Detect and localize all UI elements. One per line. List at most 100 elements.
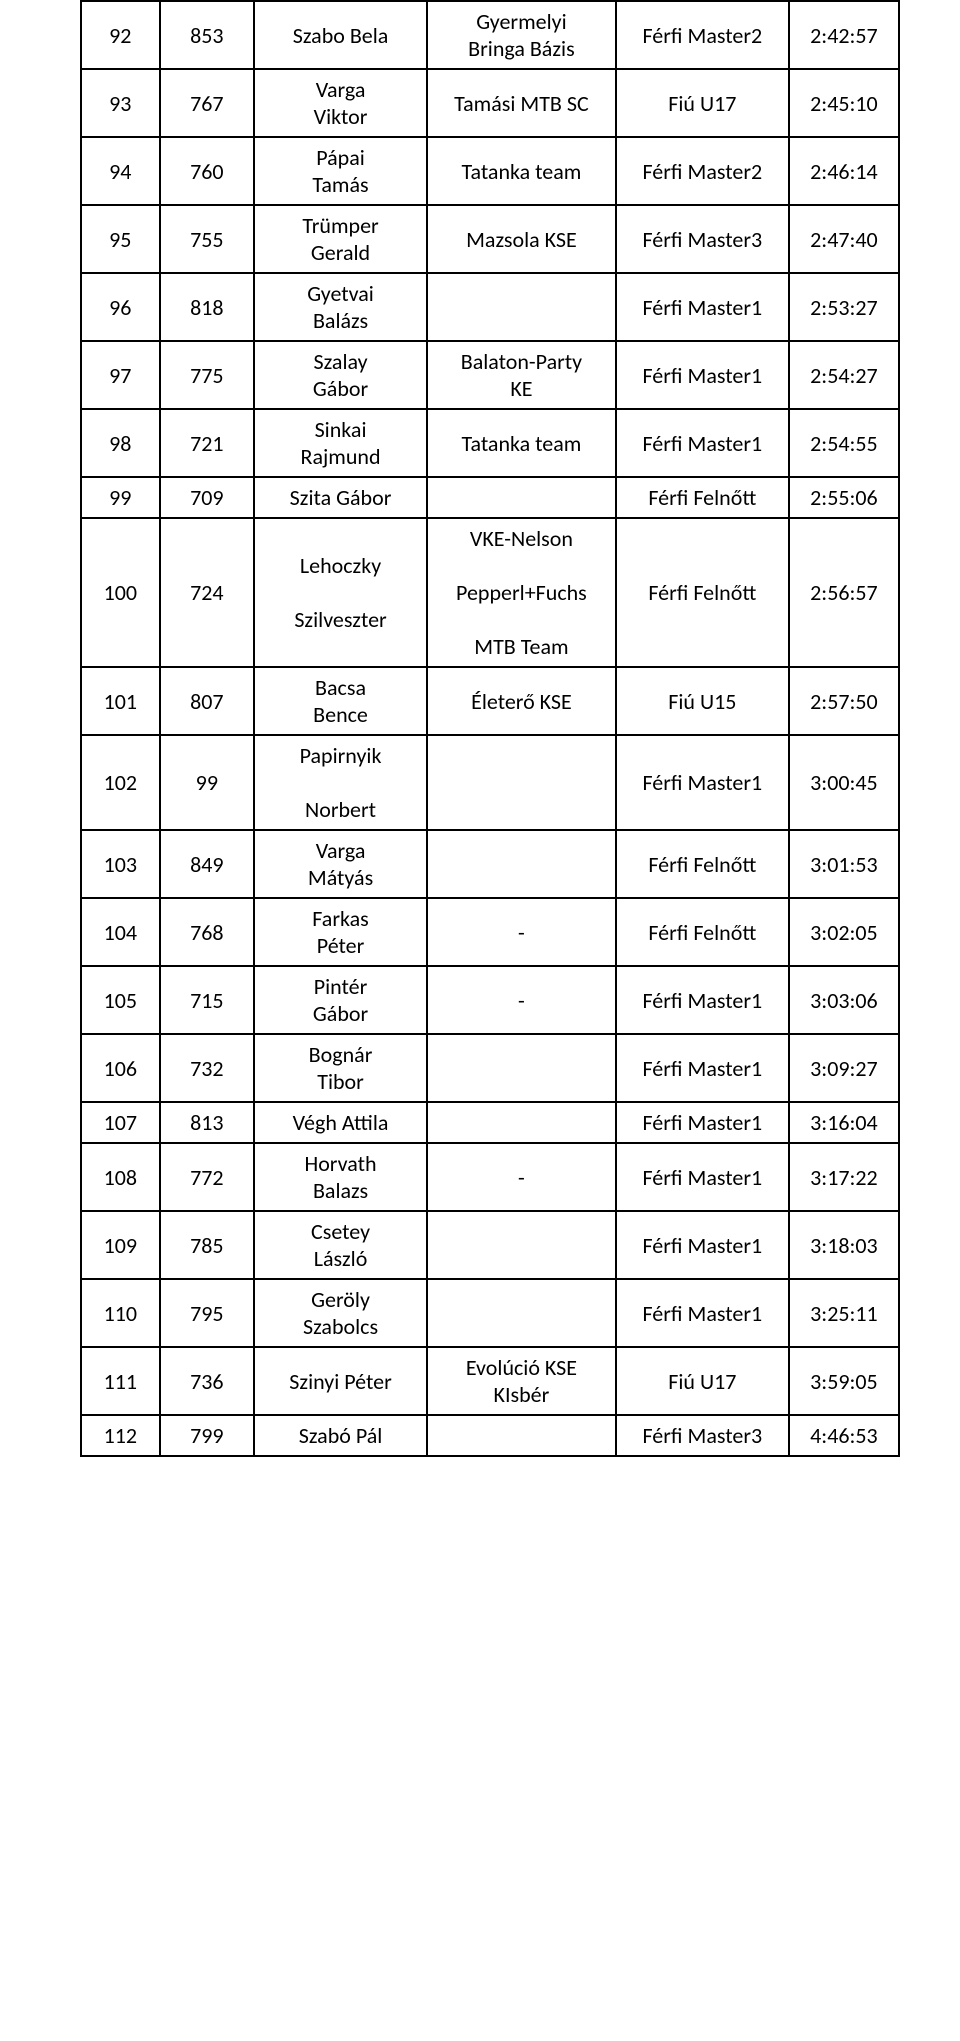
category-cell: Férfi Felnőtt <box>616 830 789 898</box>
time-cell: 2:47:40 <box>789 205 899 273</box>
results-page: 92853Szabo BelaGyermelyiBringa BázisFérf… <box>0 0 960 1497</box>
rank-cell: 104 <box>81 898 160 966</box>
name-cell: Szinyi Péter <box>254 1347 427 1415</box>
team-cell <box>427 1415 616 1456</box>
table-row: 103849VargaMátyásFérfi Felnőtt3:01:53 <box>81 830 899 898</box>
category-cell: Férfi Master2 <box>616 137 789 205</box>
team-cell: Tamási MTB SC <box>427 69 616 137</box>
table-row: 95755TrümperGeraldMazsola KSEFérfi Maste… <box>81 205 899 273</box>
bib-cell: 853 <box>160 1 254 69</box>
category-cell: Férfi Master2 <box>616 1 789 69</box>
table-row: 99709Szita GáborFérfi Felnőtt2:55:06 <box>81 477 899 518</box>
bib-cell: 736 <box>160 1347 254 1415</box>
time-cell: 3:25:11 <box>789 1279 899 1347</box>
rank-cell: 102 <box>81 735 160 830</box>
bib-cell: 768 <box>160 898 254 966</box>
team-cell: Tatanka team <box>427 409 616 477</box>
time-cell: 2:45:10 <box>789 69 899 137</box>
name-cell: GerölySzabolcs <box>254 1279 427 1347</box>
name-cell: Szita Gábor <box>254 477 427 518</box>
rank-cell: 108 <box>81 1143 160 1211</box>
name-cell: PapirnyikNorbert <box>254 735 427 830</box>
team-cell: - <box>427 966 616 1034</box>
results-table: 92853Szabo BelaGyermelyiBringa BázisFérf… <box>80 0 900 1457</box>
bib-cell: 772 <box>160 1143 254 1211</box>
bib-cell: 715 <box>160 966 254 1034</box>
table-row: 111736Szinyi PéterEvolúció KSEKIsbérFiú … <box>81 1347 899 1415</box>
team-cell <box>427 1211 616 1279</box>
bib-cell: 813 <box>160 1102 254 1143</box>
name-cell: FarkasPéter <box>254 898 427 966</box>
table-row: 105715PintérGábor-Férfi Master13:03:06 <box>81 966 899 1034</box>
time-cell: 3:16:04 <box>789 1102 899 1143</box>
bib-cell: 760 <box>160 137 254 205</box>
table-row: 96818GyetvaiBalázsFérfi Master12:53:27 <box>81 273 899 341</box>
team-cell: - <box>427 898 616 966</box>
time-cell: 3:00:45 <box>789 735 899 830</box>
name-cell: BacsaBence <box>254 667 427 735</box>
category-cell: Fiú U17 <box>616 1347 789 1415</box>
rank-cell: 101 <box>81 667 160 735</box>
team-cell <box>427 1279 616 1347</box>
name-cell: VargaViktor <box>254 69 427 137</box>
name-cell: Végh Attila <box>254 1102 427 1143</box>
rank-cell: 99 <box>81 477 160 518</box>
team-cell: VKE-NelsonPepperl+FuchsMTB Team <box>427 518 616 667</box>
rank-cell: 106 <box>81 1034 160 1102</box>
category-cell: Fiú U17 <box>616 69 789 137</box>
time-cell: 2:56:57 <box>789 518 899 667</box>
name-cell: BognárTibor <box>254 1034 427 1102</box>
bib-cell: 807 <box>160 667 254 735</box>
bib-cell: 818 <box>160 273 254 341</box>
bib-cell: 795 <box>160 1279 254 1347</box>
category-cell: Férfi Master1 <box>616 735 789 830</box>
team-cell: Balaton-PartyKE <box>427 341 616 409</box>
team-cell: Tatanka team <box>427 137 616 205</box>
table-row: 109785CseteyLászlóFérfi Master13:18:03 <box>81 1211 899 1279</box>
table-row: 108772HorvathBalazs-Férfi Master13:17:22 <box>81 1143 899 1211</box>
category-cell: Férfi Master3 <box>616 1415 789 1456</box>
table-row: 92853Szabo BelaGyermelyiBringa BázisFérf… <box>81 1 899 69</box>
name-cell: SzalayGábor <box>254 341 427 409</box>
team-cell: - <box>427 1143 616 1211</box>
category-cell: Fiú U15 <box>616 667 789 735</box>
table-row: 97775SzalayGáborBalaton-PartyKEFérfi Mas… <box>81 341 899 409</box>
category-cell: Férfi Master1 <box>616 1279 789 1347</box>
category-cell: Férfi Master1 <box>616 1102 789 1143</box>
category-cell: Férfi Master1 <box>616 341 789 409</box>
name-cell: HorvathBalazs <box>254 1143 427 1211</box>
time-cell: 2:46:14 <box>789 137 899 205</box>
bib-cell: 724 <box>160 518 254 667</box>
table-row: 93767VargaViktorTamási MTB SCFiú U172:45… <box>81 69 899 137</box>
time-cell: 2:54:27 <box>789 341 899 409</box>
rank-cell: 92 <box>81 1 160 69</box>
name-cell: PápaiTamás <box>254 137 427 205</box>
table-row: 107813Végh AttilaFérfi Master13:16:04 <box>81 1102 899 1143</box>
table-row: 100724LehoczkySzilveszterVKE-NelsonPeppe… <box>81 518 899 667</box>
category-cell: Férfi Master1 <box>616 273 789 341</box>
rank-cell: 109 <box>81 1211 160 1279</box>
bib-cell: 849 <box>160 830 254 898</box>
category-cell: Férfi Master1 <box>616 409 789 477</box>
name-cell: GyetvaiBalázs <box>254 273 427 341</box>
name-cell: PintérGábor <box>254 966 427 1034</box>
table-row: 101807BacsaBenceÉleterő KSEFiú U152:57:5… <box>81 667 899 735</box>
category-cell: Férfi Master3 <box>616 205 789 273</box>
category-cell: Férfi Master1 <box>616 1143 789 1211</box>
bib-cell: 785 <box>160 1211 254 1279</box>
time-cell: 3:03:06 <box>789 966 899 1034</box>
rank-cell: 110 <box>81 1279 160 1347</box>
rank-cell: 112 <box>81 1415 160 1456</box>
time-cell: 2:57:50 <box>789 667 899 735</box>
team-cell <box>427 477 616 518</box>
table-row: 10299PapirnyikNorbert Férfi Master13:00:4… <box>81 735 899 830</box>
team-cell <box>427 1102 616 1143</box>
time-cell: 3:09:27 <box>789 1034 899 1102</box>
team-cell: Életerő KSE <box>427 667 616 735</box>
time-cell: 3:01:53 <box>789 830 899 898</box>
bib-cell: 721 <box>160 409 254 477</box>
team-cell <box>427 1034 616 1102</box>
bib-cell: 99 <box>160 735 254 830</box>
name-cell: Szabo Bela <box>254 1 427 69</box>
table-row: 98721SinkaiRajmundTatanka teamFérfi Mast… <box>81 409 899 477</box>
